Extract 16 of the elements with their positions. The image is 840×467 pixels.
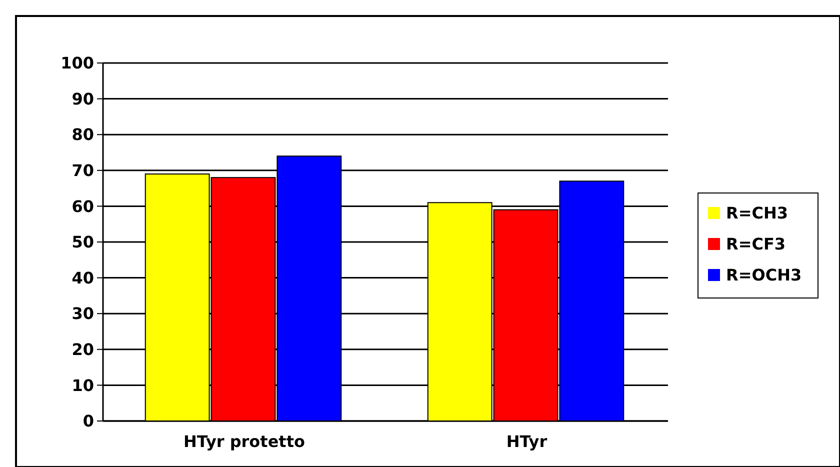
y-tick-label: 80 (72, 125, 94, 144)
y-tick-label: 10 (72, 376, 94, 395)
legend-label: R=OCH3 (726, 266, 802, 285)
legend-label: R=CF3 (726, 234, 786, 254)
y-tick-label: 20 (72, 340, 94, 359)
y-tick-label: 90 (72, 89, 94, 108)
legend-label: R=CH3 (726, 204, 788, 223)
y-tick-label: 30 (72, 304, 94, 324)
x-tick-label: HTyr (506, 432, 548, 451)
y-tick-label: 100 (60, 54, 94, 73)
y-tick-label: 70 (72, 161, 94, 180)
y-tick-label: 40 (72, 268, 94, 288)
x-tick-label: HTyr protetto (184, 432, 305, 451)
y-tick-label: 0 (82, 412, 94, 431)
y-tick-label: 50 (72, 232, 94, 252)
y-tick-label: 60 (72, 196, 94, 216)
